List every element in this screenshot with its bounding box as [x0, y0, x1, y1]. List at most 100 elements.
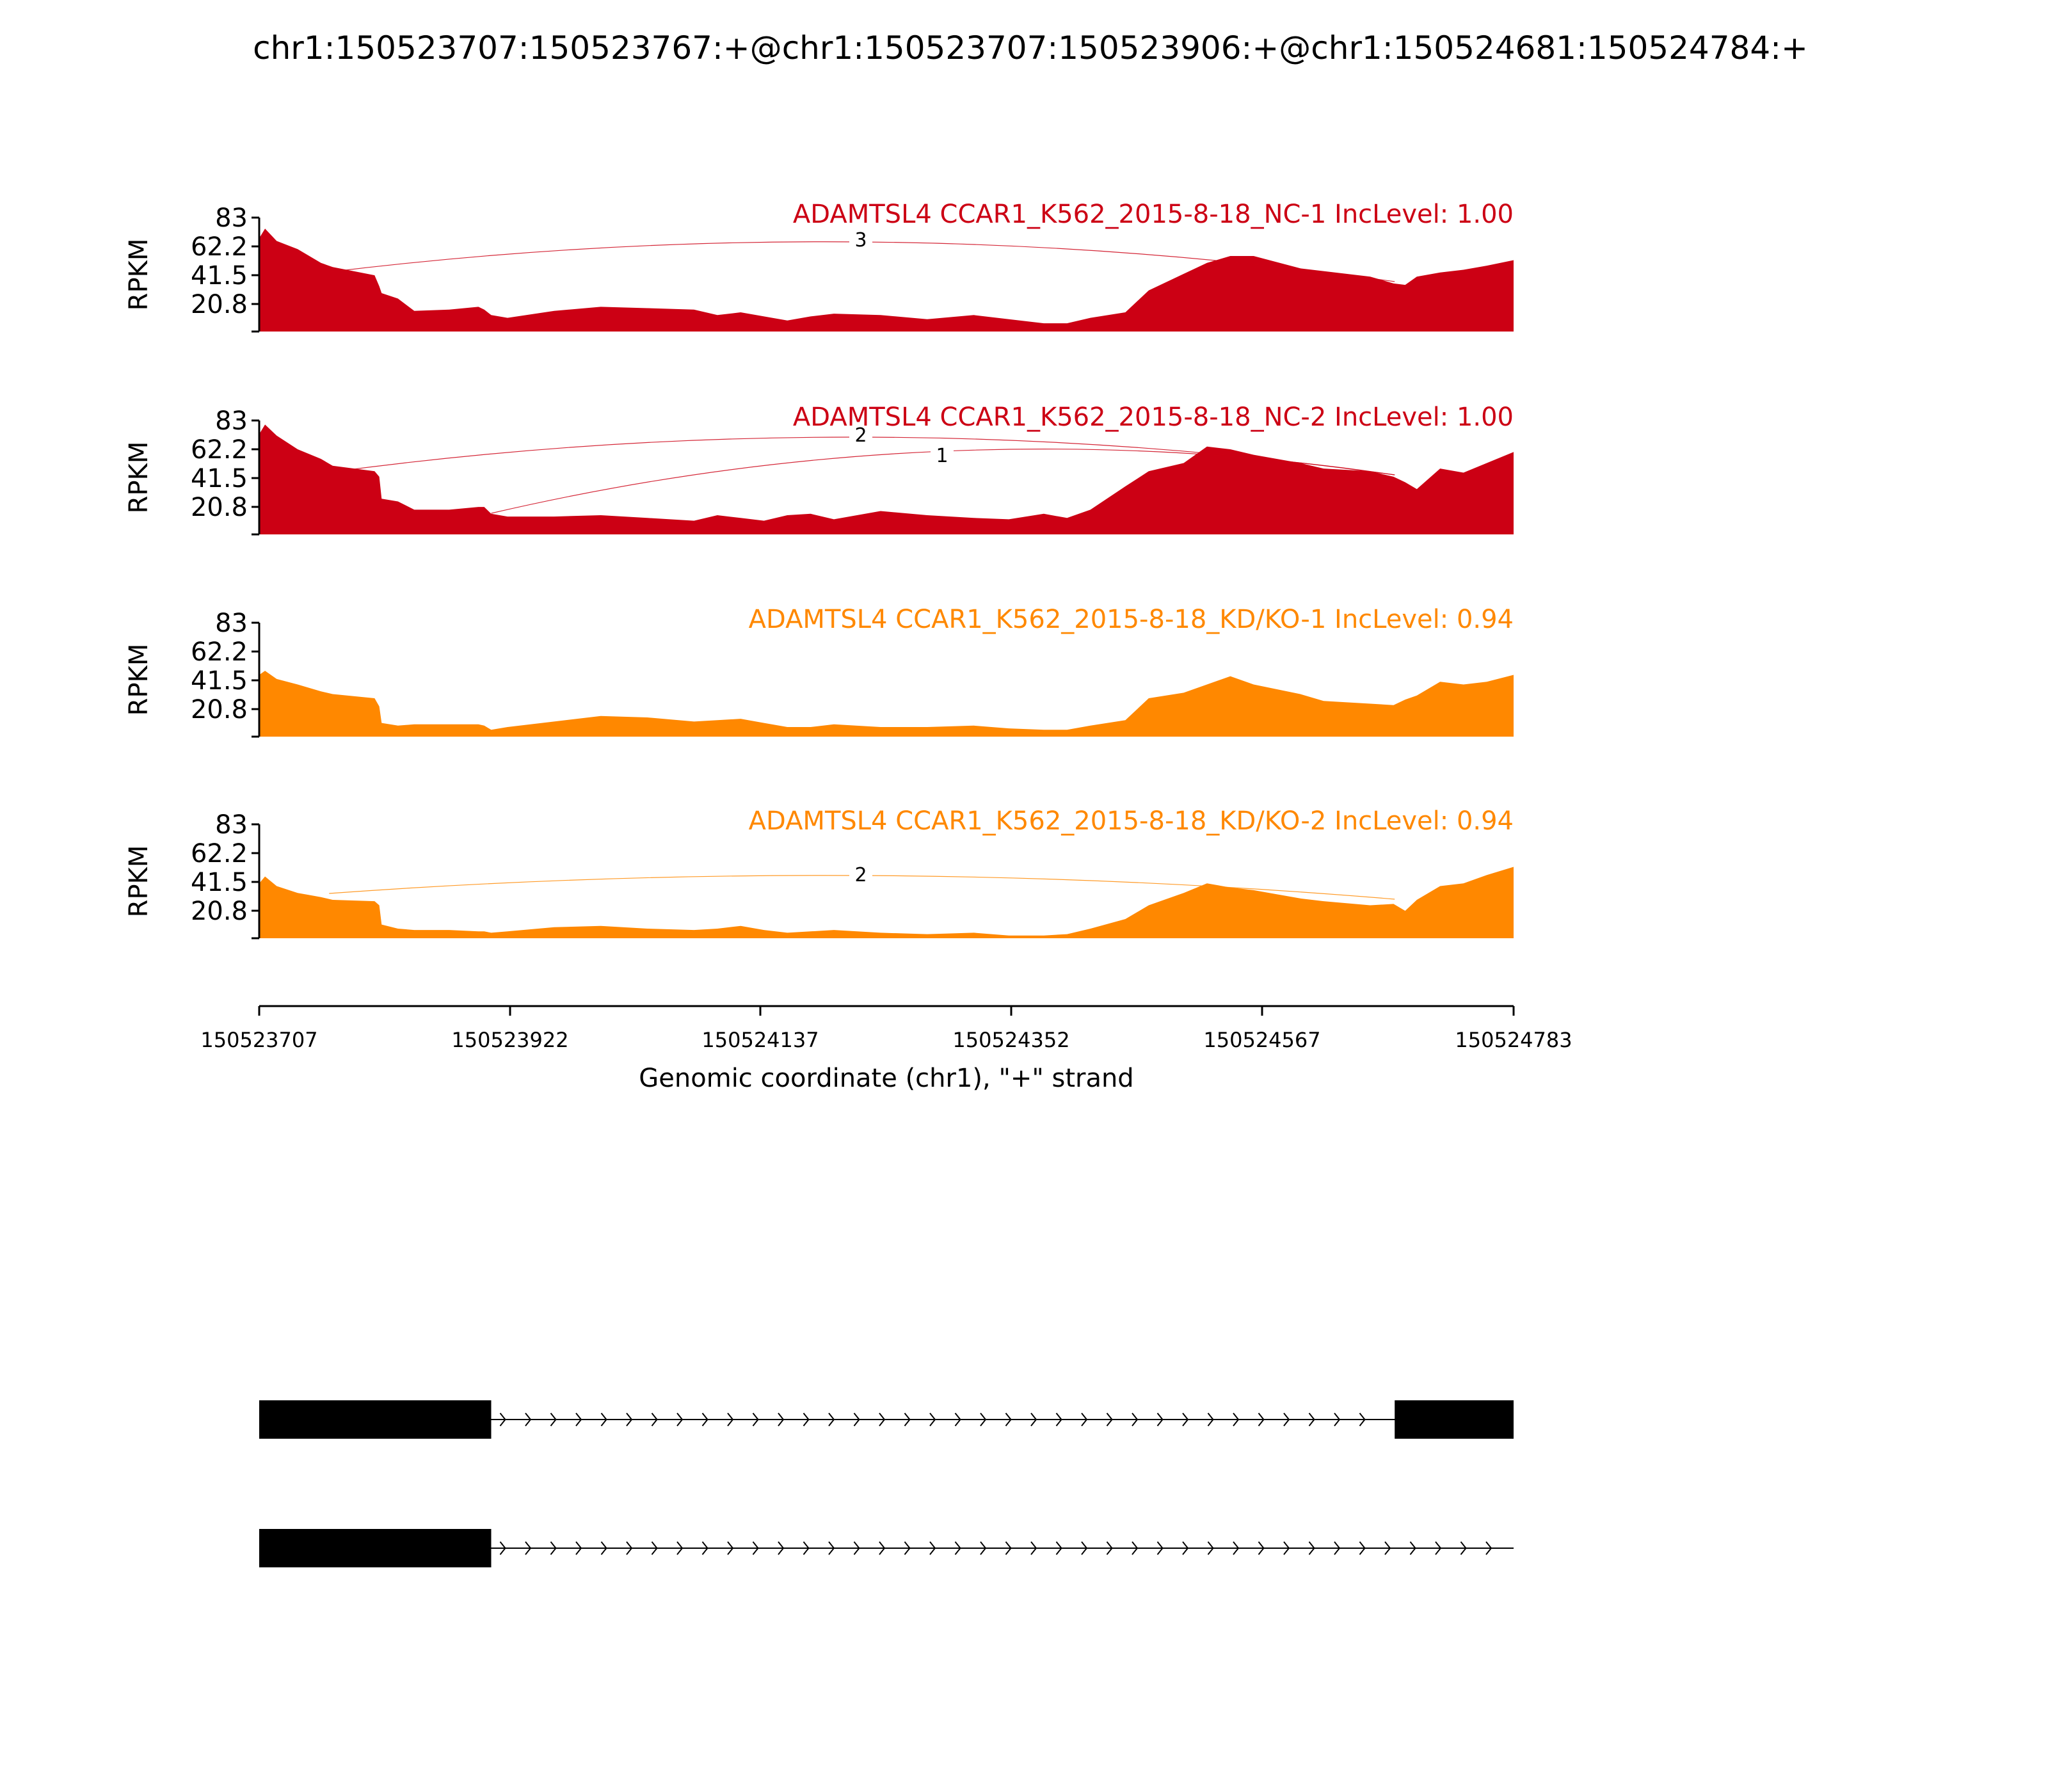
strand-arrow-icon: [727, 1541, 734, 1555]
strand-arrow-icon: [1030, 1412, 1037, 1427]
strand-arrow-icon: [803, 1412, 810, 1427]
strand-arrow-icon: [803, 1541, 810, 1555]
strand-arrow-icon: [904, 1541, 911, 1555]
strand-arrow-icon: [904, 1412, 911, 1427]
strand-arrow-icon: [1334, 1412, 1341, 1427]
strand-arrow-icon: [575, 1541, 582, 1555]
strand-arrow-icon: [828, 1412, 835, 1427]
strand-arrow-icon: [600, 1541, 607, 1555]
y-tick-label: 62.2: [191, 232, 248, 262]
junction-count-bg: [849, 228, 872, 250]
strand-arrow-icon: [1359, 1541, 1366, 1555]
strand-arrow-icon: [1384, 1541, 1391, 1555]
x-tick-label: 150523707: [200, 1028, 317, 1052]
strand-arrow-icon: [1233, 1412, 1240, 1427]
strand-arrow-icon: [550, 1412, 557, 1427]
y-axis-label: RPKM: [124, 239, 154, 311]
y-tick-label: 83: [215, 609, 248, 638]
strand-arrow-icon: [1106, 1412, 1113, 1427]
strand-arrow-icon: [1409, 1541, 1416, 1555]
strand-arrow-icon: [1308, 1412, 1315, 1427]
y-tick-label: 62.2: [191, 637, 248, 667]
y-tick-label: 41.5: [191, 261, 248, 291]
strand-arrow-icon: [954, 1541, 961, 1555]
junction-count-bg: [931, 444, 954, 466]
strand-arrow-icon: [1182, 1412, 1189, 1427]
y-axis-label: RPKM: [124, 845, 154, 918]
strand-arrow-icon: [626, 1412, 633, 1427]
y-tick-label: 20.8: [191, 695, 248, 724]
junction-count-label: 2: [854, 424, 867, 447]
junction-count-label: 2: [854, 864, 867, 886]
sample-title: ADAMTSL4 CCAR1_K562_2015-8-18_NC-2 IncLe…: [793, 403, 1514, 432]
strand-arrow-icon: [1207, 1412, 1214, 1427]
y-tick-label: 41.5: [191, 464, 248, 493]
junction-count-bg: [849, 863, 872, 885]
strand-arrow-icon: [701, 1541, 708, 1555]
strand-arrow-icon: [600, 1412, 607, 1427]
strand-arrow-icon: [727, 1412, 734, 1427]
strand-arrow-icon: [929, 1541, 936, 1555]
x-tick-label: 150524137: [701, 1028, 819, 1052]
strand-arrow-icon: [525, 1412, 532, 1427]
strand-arrow-icon: [550, 1541, 557, 1555]
strand-arrow-icon: [575, 1412, 582, 1427]
strand-arrow-icon: [1334, 1541, 1341, 1555]
strand-arrow-icon: [1182, 1541, 1189, 1555]
strand-arrow-icon: [499, 1541, 506, 1555]
strand-arrow-icon: [1460, 1541, 1467, 1555]
strand-arrow-icon: [1258, 1412, 1265, 1427]
strand-arrow-icon: [1055, 1541, 1062, 1555]
junction-count-bg: [849, 424, 872, 445]
strand-arrow-icon: [879, 1541, 886, 1555]
strand-arrow-icon: [1055, 1412, 1062, 1427]
strand-arrow-icon: [879, 1412, 886, 1427]
junction-count-label: 3: [854, 229, 867, 252]
sample-title: ADAMTSL4 CCAR1_K562_2015-8-18_KD/KO-2 In…: [749, 806, 1514, 836]
strand-arrow-icon: [1258, 1541, 1265, 1555]
coverage-area: [259, 867, 1514, 938]
strand-arrow-icon: [954, 1412, 961, 1427]
x-tick-label: 150524783: [1455, 1028, 1572, 1052]
strand-arrow-icon: [1308, 1541, 1315, 1555]
y-tick-label: 41.5: [191, 666, 248, 696]
strand-arrow-icon: [1233, 1541, 1240, 1555]
strand-arrow-icon: [1485, 1541, 1492, 1555]
sample-title: ADAMTSL4 CCAR1_K562_2015-8-18_NC-1 IncLe…: [793, 200, 1514, 229]
strand-arrow-icon: [778, 1412, 785, 1427]
strand-arrow-icon: [828, 1541, 835, 1555]
junction-count-label: 1: [936, 445, 948, 467]
strand-arrow-icon: [853, 1412, 860, 1427]
strand-arrow-icon: [1132, 1412, 1139, 1427]
coverage-area: [259, 424, 1514, 534]
strand-arrow-icon: [752, 1541, 759, 1555]
strand-arrow-icon: [701, 1412, 708, 1427]
strand-arrow-icon: [1283, 1412, 1290, 1427]
strand-arrow-icon: [651, 1541, 658, 1555]
gene-models: [259, 1400, 1514, 1567]
y-tick-label: 83: [215, 810, 248, 840]
strand-arrow-icon: [676, 1412, 684, 1427]
x-tick-label: 150523922: [451, 1028, 568, 1052]
y-tick-label: 83: [215, 406, 248, 436]
strand-arrow-icon: [1156, 1412, 1164, 1427]
strand-arrow-icon: [651, 1412, 658, 1427]
y-tick-label: 20.8: [191, 897, 248, 926]
strand-arrow-icon: [499, 1412, 506, 1427]
exon-block: [259, 1529, 492, 1567]
strand-arrow-icon: [1132, 1541, 1139, 1555]
strand-arrow-icon: [1435, 1541, 1442, 1555]
strand-arrow-icon: [853, 1541, 860, 1555]
strand-arrow-icon: [1030, 1541, 1037, 1555]
x-axis-label: Genomic coordinate (chr1), "+" strand: [639, 1064, 1133, 1093]
strand-arrow-icon: [676, 1541, 684, 1555]
strand-arrow-icon: [1081, 1412, 1088, 1427]
exon-block: [1395, 1400, 1514, 1439]
y-tick-label: 83: [215, 204, 248, 233]
strand-arrow-icon: [1359, 1412, 1366, 1427]
y-tick-label: 62.2: [191, 839, 248, 868]
strand-arrow-icon: [980, 1412, 987, 1427]
strand-arrow-icon: [1081, 1541, 1088, 1555]
